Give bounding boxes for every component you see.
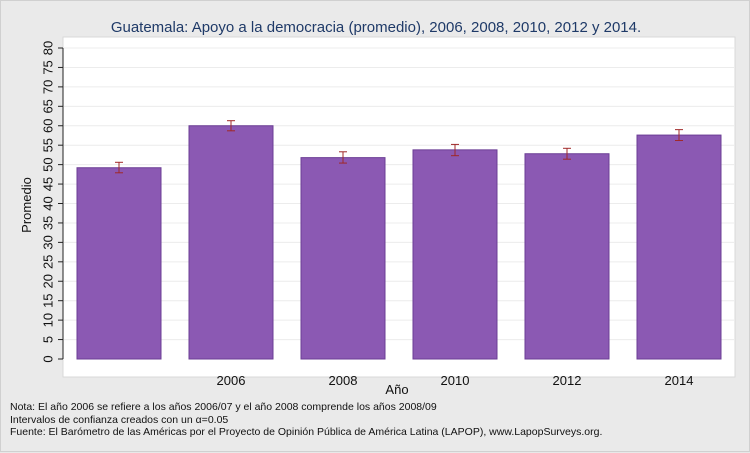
error-bar — [451, 143, 459, 157]
y-tick-label: 0 — [41, 355, 56, 362]
error-bar — [675, 129, 683, 142]
bar — [636, 134, 722, 360]
bar — [188, 125, 274, 360]
y-tick-label: 35 — [41, 216, 56, 230]
y-tick-label: 70 — [41, 80, 56, 94]
x-tick-label: 2012 — [553, 373, 582, 388]
y-tick-label: 45 — [41, 177, 56, 191]
grid-lines — [64, 47, 735, 341]
error-bar — [563, 147, 571, 160]
y-axis: 0 5 10 15 20 25 30 35 40 45 50 55 60 65 70 75 80 — [41, 41, 64, 363]
error-bars — [115, 120, 683, 174]
x-tick-label: 2006 — [217, 373, 246, 388]
x-tick-label: 2010 — [441, 373, 470, 388]
error-bar — [115, 161, 123, 174]
y-tick-label: 20 — [41, 274, 56, 288]
x-tick-label: 2008 — [329, 373, 358, 388]
x-axis-label: Año — [385, 382, 408, 397]
y-tick-label: 30 — [41, 235, 56, 249]
error-bar — [227, 120, 235, 132]
chart-title: Guatemala: Apoyo a la democracia (promed… — [111, 19, 641, 36]
y-tick-label: 55 — [41, 138, 56, 152]
y-tick-label: 65 — [41, 99, 56, 113]
bar — [300, 157, 386, 360]
error-bar — [339, 151, 347, 164]
y-tick-label: 25 — [41, 255, 56, 269]
note-line: Nota: El año 2006 se refiere a los años … — [10, 401, 437, 413]
bars — [76, 125, 722, 360]
y-tick-label: 15 — [41, 293, 56, 307]
bar — [76, 167, 162, 360]
y-tick-label: 40 — [41, 196, 56, 210]
y-tick-label: 75 — [41, 60, 56, 74]
bar — [524, 153, 610, 360]
source-note: Fuente: El Barómetro de las Américas por… — [10, 426, 603, 438]
x-axis: 2006 2008 2010 2012 2014 — [217, 373, 694, 388]
confidence-note: Intervalos de confianza creados con un α… — [10, 413, 229, 426]
bar — [412, 149, 498, 360]
plot-region — [62, 36, 736, 378]
x-tick-label: 2014 — [665, 373, 694, 388]
y-tick-label: 80 — [41, 41, 56, 55]
y-axis-label: Promedio — [19, 177, 34, 233]
footnotes: Nota: El año 2006 se refiere a los años … — [10, 401, 602, 439]
y-tick-label: 60 — [41, 119, 56, 133]
y-tick-label: 50 — [41, 157, 56, 171]
y-tick-label: 5 — [41, 336, 56, 343]
y-tick-label: 10 — [41, 313, 56, 327]
